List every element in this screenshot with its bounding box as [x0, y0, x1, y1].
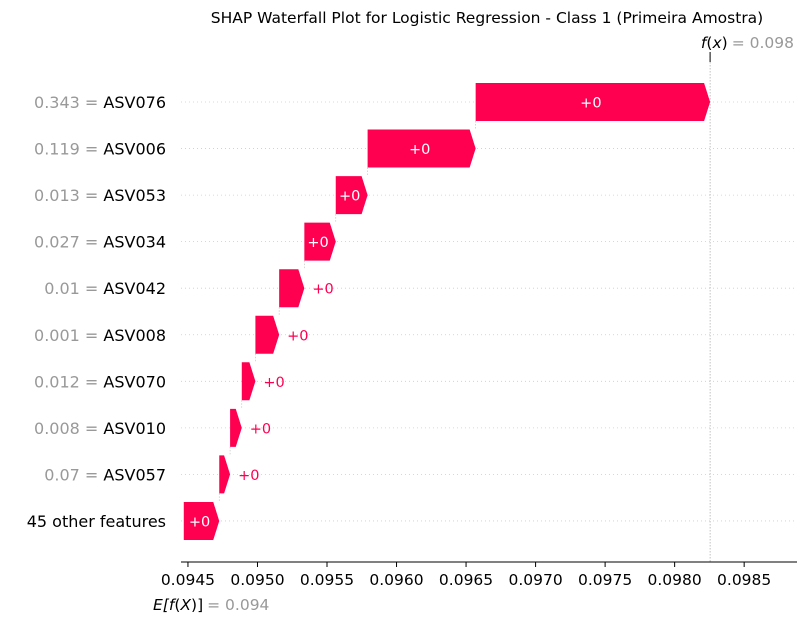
ex-fn: f: [169, 596, 177, 614]
fx-fn: f: [701, 34, 709, 52]
feature-value: 0.012 =: [34, 372, 103, 391]
bar-label: +0: [263, 375, 284, 391]
x-tick-label: 0.0965: [439, 571, 493, 589]
feature-value: 0.001 =: [34, 326, 103, 345]
x-tick-label: 0.0975: [578, 571, 632, 589]
y-axis-labels: 0.343 = ASV076 0.119 = ASV006 0.013 = ASV0…: [27, 93, 166, 531]
bars: +0 +0 +0 +0 +0 +0 +0 +0 +0 +0: [183, 83, 711, 540]
bar-asv042: [279, 269, 305, 308]
bar-asv034: [304, 222, 336, 261]
ex-mid-close: ): [191, 596, 197, 614]
x-tick-label: 0.0950: [230, 571, 284, 589]
bar-label: +0: [238, 468, 259, 484]
feature-value: 0.07 =: [44, 465, 103, 484]
bar-label: +0: [580, 96, 601, 112]
feature-value: 0.01 =: [44, 279, 103, 298]
chart-title: SHAP Waterfall Plot for Logistic Regress…: [211, 9, 763, 27]
ex-mid-open: (: [174, 596, 180, 614]
feature-value: 0.027 =: [34, 233, 103, 252]
feature-label: 0.027 = ASV034: [34, 233, 166, 252]
bar-label: +0: [339, 189, 360, 205]
feature-label: 0.07 = ASV057: [44, 465, 166, 484]
bar-asv053: [335, 176, 368, 215]
row-gridlines: [181, 101, 797, 522]
bar-asv010: [230, 408, 242, 447]
feature-label: 0.001 = ASV008: [34, 326, 166, 345]
fx-label: f(x) = 0.098: [701, 34, 794, 52]
x-tick-label: 0.0980: [648, 571, 702, 589]
feature-name: ASV034: [103, 233, 166, 252]
ex-arg: X: [179, 596, 191, 614]
feature-name: ASV070: [103, 372, 166, 391]
bar-label: +0: [312, 282, 333, 298]
x-tick-label: 0.0955: [300, 571, 354, 589]
x-tick-label: 0.0985: [717, 571, 771, 589]
feature-name: ASV008: [103, 326, 166, 345]
x-tick-label: 0.0970: [508, 571, 562, 589]
ex-label: E[f(X)] = 0.094: [153, 596, 269, 614]
svg-text:f(x)= 0.098: f(x) = 0.098: [701, 34, 794, 52]
x-tick-label: 0.0960: [369, 571, 423, 589]
x-tick-label: 0.0945: [161, 571, 215, 589]
feature-label: 0.343 = ASV076: [34, 93, 166, 112]
connector-lines: [218, 121, 476, 502]
bar-asv076: [475, 83, 711, 121]
ex-outer-close: ]: [197, 596, 203, 614]
feature-name: ASV010: [103, 419, 166, 438]
bar-asv006: [367, 129, 476, 168]
feature-name: ASV053: [103, 186, 166, 205]
feature-value: 0.013 =: [34, 186, 103, 205]
bar-label: +0: [287, 328, 308, 344]
feature-name: ASV076: [103, 93, 166, 112]
bar-asv057: [219, 455, 231, 494]
feature-label: 0.013 = ASV053: [34, 186, 166, 205]
feature-value: 0.008 =: [34, 419, 103, 438]
feature-label: 45 other features: [27, 512, 166, 531]
feature-value: 0.119 =: [34, 140, 103, 159]
bar-label: +0: [189, 514, 210, 530]
feature-name: 45 other features: [27, 512, 166, 531]
feature-value: 0.343 =: [34, 93, 103, 112]
ex-value: = 0.094: [207, 596, 269, 614]
bar-asv070: [241, 362, 256, 401]
svg-text:E[f(X)]= 0.094: E[f(X)] = 0.094: [153, 596, 269, 614]
bar-45-other-features: [183, 501, 220, 540]
feature-label: 0.008 = ASV010: [34, 419, 166, 438]
feature-label: 0.012 = ASV070: [34, 372, 166, 391]
feature-name: ASV042: [103, 279, 166, 298]
x-axis-ticks: 0.0945 0.0950 0.0955 0.0960 0.0965 0.0970 0.09…: [161, 562, 771, 589]
bar-label: +0: [409, 142, 430, 158]
feature-label: 0.01 = ASV042: [44, 279, 166, 298]
fx-arg: x: [711, 34, 722, 52]
fx-value: = 0.098: [732, 34, 794, 52]
feature-label: 0.119 = ASV006: [34, 140, 166, 159]
feature-name: ASV057: [103, 465, 166, 484]
bar-label: +0: [250, 421, 271, 437]
bar-asv008: [255, 315, 280, 354]
feature-name: ASV006: [103, 140, 166, 159]
ex-outer-open: E[: [153, 596, 170, 614]
bar-label: +0: [307, 235, 328, 251]
